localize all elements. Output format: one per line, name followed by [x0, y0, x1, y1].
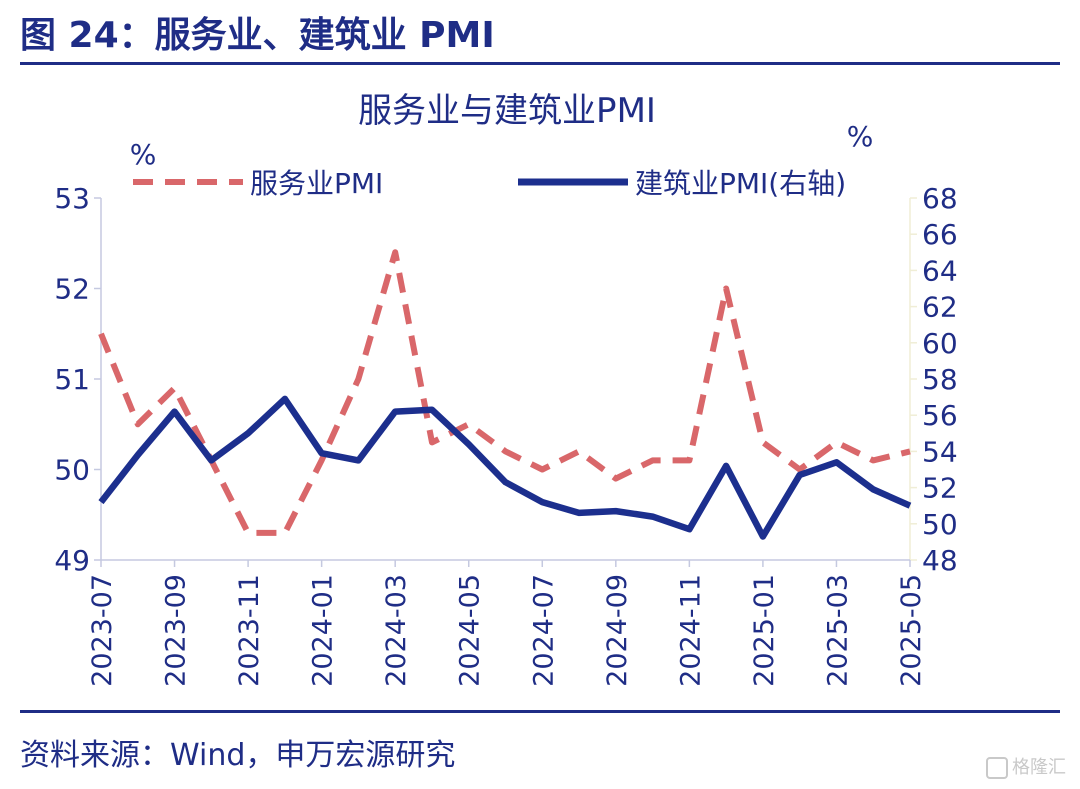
x-tick-label: 2024-05 [455, 574, 486, 687]
x-tick-label: 2023-11 [234, 574, 265, 687]
x-tick-label: 2024-11 [675, 574, 706, 687]
left-tick-label: 53 [54, 182, 90, 215]
x-tick-label: 2025-03 [822, 574, 853, 687]
x-tick-label: 2024-07 [528, 574, 559, 687]
watermark: 格隆汇 [986, 753, 1066, 779]
right-tick-label: 68 [922, 182, 958, 215]
left-tick-label: 49 [54, 544, 90, 577]
x-tick-label: 2023-09 [161, 574, 192, 687]
construction-pmi-line [98, 395, 912, 540]
x-tick-label: 2024-09 [602, 574, 633, 687]
right-tick-label: 54 [922, 435, 958, 468]
bottom-divider [20, 710, 1060, 713]
x-tick-label: 2024-03 [381, 574, 412, 687]
right-tick-label: 64 [922, 254, 958, 287]
x-tick-label: 2024-01 [308, 574, 339, 687]
services-pmi-line [98, 249, 911, 536]
figure-title: 图 24：服务业、建筑业 PMI [20, 15, 495, 56]
right-tick-label: 52 [922, 472, 958, 505]
source-note: 资料来源：Wind，申万宏源研究 [20, 738, 456, 773]
right-tick-label: 56 [922, 399, 958, 432]
x-tick-label: 2023-07 [87, 574, 118, 687]
legend-services-label: 服务业PMI [250, 167, 383, 200]
left-axis-ticks: 49 50 51 52 53 [54, 182, 101, 577]
watermark-text: 格隆汇 [1012, 757, 1066, 778]
right-tick-label: 60 [922, 327, 958, 360]
right-tick-label: 66 [922, 218, 958, 251]
left-tick-label: 51 [54, 363, 90, 396]
right-axis-unit: % [847, 120, 874, 153]
chart-legend: 服务业PMI 建筑业PMI(右轴) [133, 167, 846, 200]
legend-construction-label: 建筑业PMI(右轴) [635, 167, 846, 200]
right-tick-label: 50 [922, 508, 958, 541]
left-tick-label: 50 [54, 454, 90, 487]
watermark-logo-icon [986, 757, 1008, 779]
right-tick-label: 58 [922, 363, 958, 396]
right-tick-label: 48 [922, 544, 958, 577]
pmi-line-chart: 服务业与建筑业PMI % % 服务业PMI 建筑业PMI(右轴) 49 50 51 5… [54, 91, 957, 687]
series-layer [98, 249, 912, 540]
x-tick-label: 2025-01 [749, 574, 780, 687]
right-tick-label: 62 [922, 291, 958, 324]
left-axis-unit: % [130, 138, 157, 171]
chart-title: 服务业与建筑业PMI [358, 91, 656, 131]
title-divider [20, 62, 1060, 65]
x-axis-ticks: 2023-07 2023-09 2023-11 2024-01 2024-03 2024-… [87, 560, 927, 687]
left-tick-label: 52 [54, 273, 90, 306]
x-tick-label: 2025-05 [896, 574, 927, 687]
